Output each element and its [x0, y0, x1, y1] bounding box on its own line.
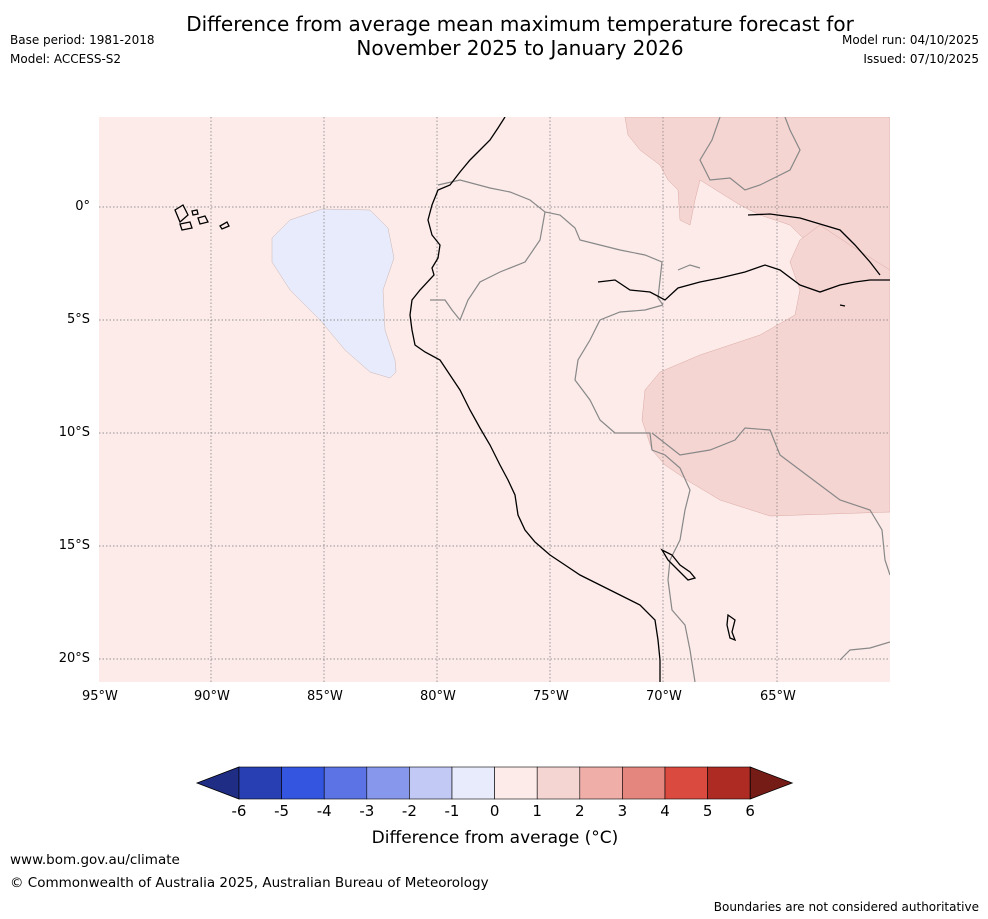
anomaly-region-cool — [271, 208, 397, 379]
lat-tick-5s: 5°S — [66, 312, 90, 327]
base-period: Base period: 1981-2018 — [10, 33, 155, 47]
colorbar-swatch — [409, 766, 453, 800]
colorbar-tick-label: 3 — [617, 802, 628, 820]
colorbar — [195, 766, 794, 800]
lon-tick-65w: 65°W — [760, 689, 796, 704]
colorbar-tick-label: 6 — [745, 802, 755, 820]
lon-tick-80w: 80°W — [420, 689, 456, 704]
lon-tick-70w: 70°W — [646, 689, 682, 704]
coastline — [174, 117, 890, 682]
issued-date: Issued: 07/10/2025 — [863, 52, 979, 66]
colorbar-tick-label: -4 — [316, 802, 332, 820]
colorbar-swatch — [664, 766, 708, 800]
lat-tick-15s: 15°S — [58, 538, 90, 553]
colorbar-tick-label: 1 — [532, 802, 542, 820]
colorbar-swatch — [323, 766, 368, 800]
country-borders — [430, 117, 890, 682]
colorbar-tick-label: -5 — [274, 802, 290, 820]
lon-tick-75w: 75°W — [533, 689, 569, 704]
colorbar-tick-label: 0 — [489, 802, 500, 820]
colorbar-tick-label: -6 — [231, 802, 247, 820]
model-name: Model: ACCESS-S2 — [10, 52, 122, 66]
colorbar-extend-low — [195, 766, 240, 800]
colorbar-tick-label: -2 — [401, 802, 417, 820]
lon-tick-85w: 85°W — [307, 689, 343, 704]
anomaly-region-warm-south — [641, 224, 890, 517]
colorbar-swatch — [451, 766, 495, 800]
colorbar-swatch — [366, 766, 410, 800]
colorbar-swatch — [707, 766, 751, 800]
colorbar-swatch — [536, 766, 581, 800]
chart-title: Difference from average mean maximum tem… — [0, 12, 988, 60]
colorbar-title: Difference from average (°C) — [371, 828, 619, 848]
colorbar-tick-label: 4 — [660, 802, 670, 820]
model-run: Model run: 04/10/2025 — [841, 33, 979, 47]
colorbar-tick-label: -3 — [359, 802, 375, 820]
colorbar-extend-high — [749, 766, 794, 800]
footer-copyright: © Commonwealth of Australia 2025, Austra… — [10, 875, 489, 891]
lat-tick-0: 0° — [75, 199, 90, 214]
footer-url: www.bom.gov.au/climate — [10, 852, 180, 868]
footer-disclaimer: Boundaries are not considered authoritat… — [713, 900, 979, 914]
lat-tick-20s: 20°S — [58, 651, 90, 666]
colorbar-tick-label: 5 — [702, 802, 713, 820]
lon-tick-90w: 90°W — [194, 689, 230, 704]
graticule — [99, 117, 890, 682]
lon-tick-95w: 95°W — [82, 689, 118, 704]
colorbar-swatch — [281, 766, 325, 800]
lat-tick-10s: 10°S — [58, 425, 90, 440]
colorbar-tick-label: -1 — [444, 802, 460, 820]
title-line-2: November 2025 to January 2026 — [356, 36, 684, 60]
colorbar-swatch — [494, 766, 538, 800]
title-line-1: Difference from average mean maximum tem… — [186, 12, 854, 36]
colorbar-swatch — [238, 766, 282, 800]
colorbar-swatch — [579, 766, 623, 800]
colorbar-tick-label: 2 — [575, 802, 585, 820]
colorbar-swatch — [622, 766, 666, 800]
